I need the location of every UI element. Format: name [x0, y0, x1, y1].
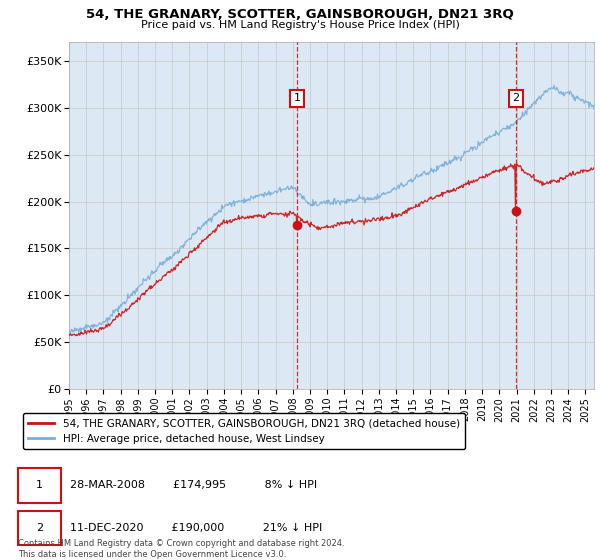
Text: 2: 2 [36, 522, 43, 533]
Text: 1: 1 [293, 94, 301, 103]
Text: 11-DEC-2020        £190,000           21% ↓ HPI: 11-DEC-2020 £190,000 21% ↓ HPI [70, 522, 322, 533]
Legend: 54, THE GRANARY, SCOTTER, GAINSBOROUGH, DN21 3RQ (detached house), HPI: Average : 54, THE GRANARY, SCOTTER, GAINSBOROUGH, … [23, 413, 465, 449]
Text: Price paid vs. HM Land Registry's House Price Index (HPI): Price paid vs. HM Land Registry's House … [140, 20, 460, 30]
Text: 28-MAR-2008        £174,995           8% ↓ HPI: 28-MAR-2008 £174,995 8% ↓ HPI [70, 480, 317, 491]
FancyBboxPatch shape [18, 468, 61, 502]
Text: Contains HM Land Registry data © Crown copyright and database right 2024.
This d: Contains HM Land Registry data © Crown c… [18, 539, 344, 559]
Text: 1: 1 [36, 480, 43, 491]
FancyBboxPatch shape [18, 511, 61, 545]
Text: 54, THE GRANARY, SCOTTER, GAINSBOROUGH, DN21 3RQ: 54, THE GRANARY, SCOTTER, GAINSBOROUGH, … [86, 8, 514, 21]
Text: 2: 2 [512, 94, 519, 103]
